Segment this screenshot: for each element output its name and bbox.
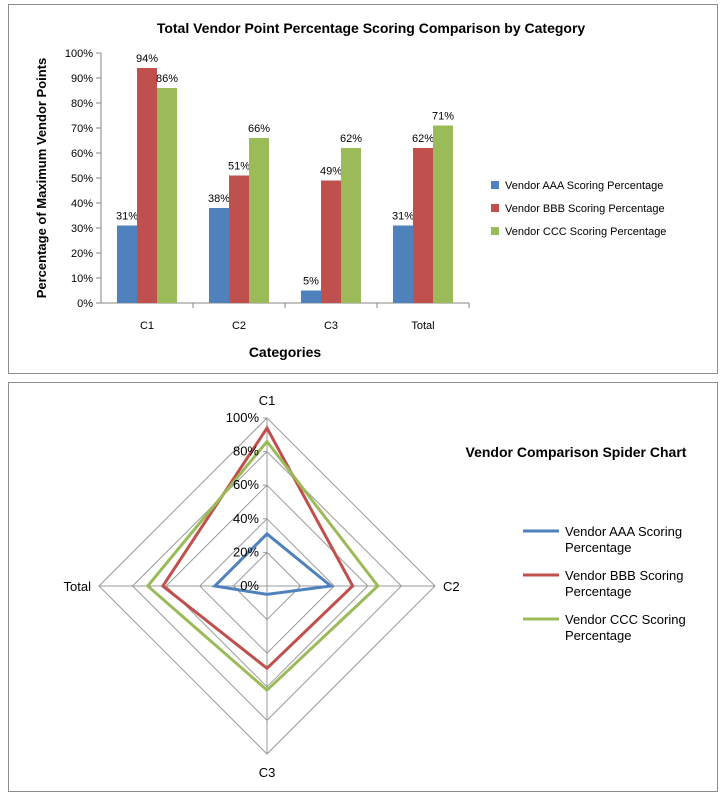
y-axis-title: Percentage of Maximum Vendor Points: [34, 58, 49, 299]
bar-chart: Total Vendor Point Percentage Scoring Co…: [34, 20, 666, 360]
bar: [249, 138, 269, 303]
data-label: 5%: [303, 276, 319, 288]
data-label: 86%: [156, 73, 178, 85]
y-tick-label: 70%: [71, 123, 93, 135]
y-tick-label: 40%: [71, 198, 93, 210]
r-tick-label: 0%: [240, 578, 259, 593]
legend-swatch: [491, 204, 499, 212]
y-tick-label: 100%: [65, 48, 93, 60]
axis-label: C3: [259, 765, 276, 780]
bar: [341, 148, 361, 303]
r-tick-label: 60%: [233, 477, 259, 492]
data-label: 49%: [320, 166, 342, 178]
y-tick-label: 60%: [71, 148, 93, 160]
spider-chart: 0% 20% 40% 60% 80% 100% C1 C2 C3 Total Vendor Comp…: [64, 393, 687, 780]
legend-label: Percentage: [565, 628, 632, 643]
x-tick-label: Total: [411, 320, 434, 332]
bar: [433, 125, 453, 303]
legend-label: Vendor AAA Scoring Percentage: [505, 180, 663, 192]
y-tick-label: 90%: [71, 73, 93, 85]
x-tick-label: C2: [232, 320, 246, 332]
data-label: 51%: [228, 161, 250, 173]
data-label: 62%: [412, 133, 434, 145]
legend-swatch: [491, 227, 499, 235]
legend-label: Percentage: [565, 540, 632, 555]
bar: [393, 225, 413, 303]
series-polygon: [145, 439, 380, 693]
bar: [229, 175, 249, 303]
legend-label: Vendor BBB Scoring Percentage: [505, 203, 665, 215]
data-label: 38%: [208, 193, 230, 205]
axis-label: C2: [443, 579, 460, 594]
series-polygon: [211, 531, 335, 596]
series-polygon: [160, 425, 355, 671]
y-tick-label: 0%: [77, 298, 93, 310]
chart-title: Total Vendor Point Percentage Scoring Co…: [157, 20, 586, 36]
legend-label: Vendor BBB Scoring: [565, 568, 684, 583]
y-tick-label: 10%: [71, 273, 93, 285]
y-tick-label: 20%: [71, 248, 93, 260]
x-axis-title: Categories: [249, 344, 322, 360]
bar-chart-panel: Total Vendor Point Percentage Scoring Co…: [8, 4, 718, 374]
legend-swatch: [491, 181, 499, 189]
data-label: 31%: [116, 211, 138, 223]
chart-title: Vendor Comparison Spider Chart: [466, 444, 687, 460]
legend-label: Percentage: [565, 584, 632, 599]
data-label: 71%: [432, 111, 454, 123]
x-tick-label: C1: [140, 320, 154, 332]
bar: [157, 88, 177, 303]
data-label: 66%: [248, 123, 270, 135]
bar: [301, 290, 321, 303]
y-tick-label: 30%: [71, 223, 93, 235]
spider-chart-panel: 0% 20% 40% 60% 80% 100% C1 C2 C3 Total Vendor Comp…: [8, 382, 718, 792]
bar: [137, 68, 157, 303]
legend-label: Vendor CCC Scoring: [565, 612, 686, 627]
bar: [117, 225, 137, 303]
data-label: 62%: [340, 133, 362, 145]
data-label: 31%: [392, 211, 414, 223]
bar: [321, 180, 341, 303]
r-tick-label: 80%: [233, 444, 259, 459]
bar: [209, 208, 229, 303]
legend-label: Vendor CCC Scoring Percentage: [505, 226, 666, 238]
r-tick-label: 40%: [233, 511, 259, 526]
x-tick-label: C3: [324, 320, 338, 332]
r-tick-label: 100%: [226, 410, 260, 425]
legend-label: Vendor AAA Scoring: [565, 524, 682, 539]
y-tick-label: 50%: [71, 173, 93, 185]
bar: [413, 148, 433, 303]
r-tick-label: 20%: [233, 544, 259, 559]
axis-label: Total: [64, 579, 92, 594]
y-tick-label: 80%: [71, 98, 93, 110]
axis-label: C1: [259, 393, 276, 408]
data-label: 94%: [136, 53, 158, 65]
